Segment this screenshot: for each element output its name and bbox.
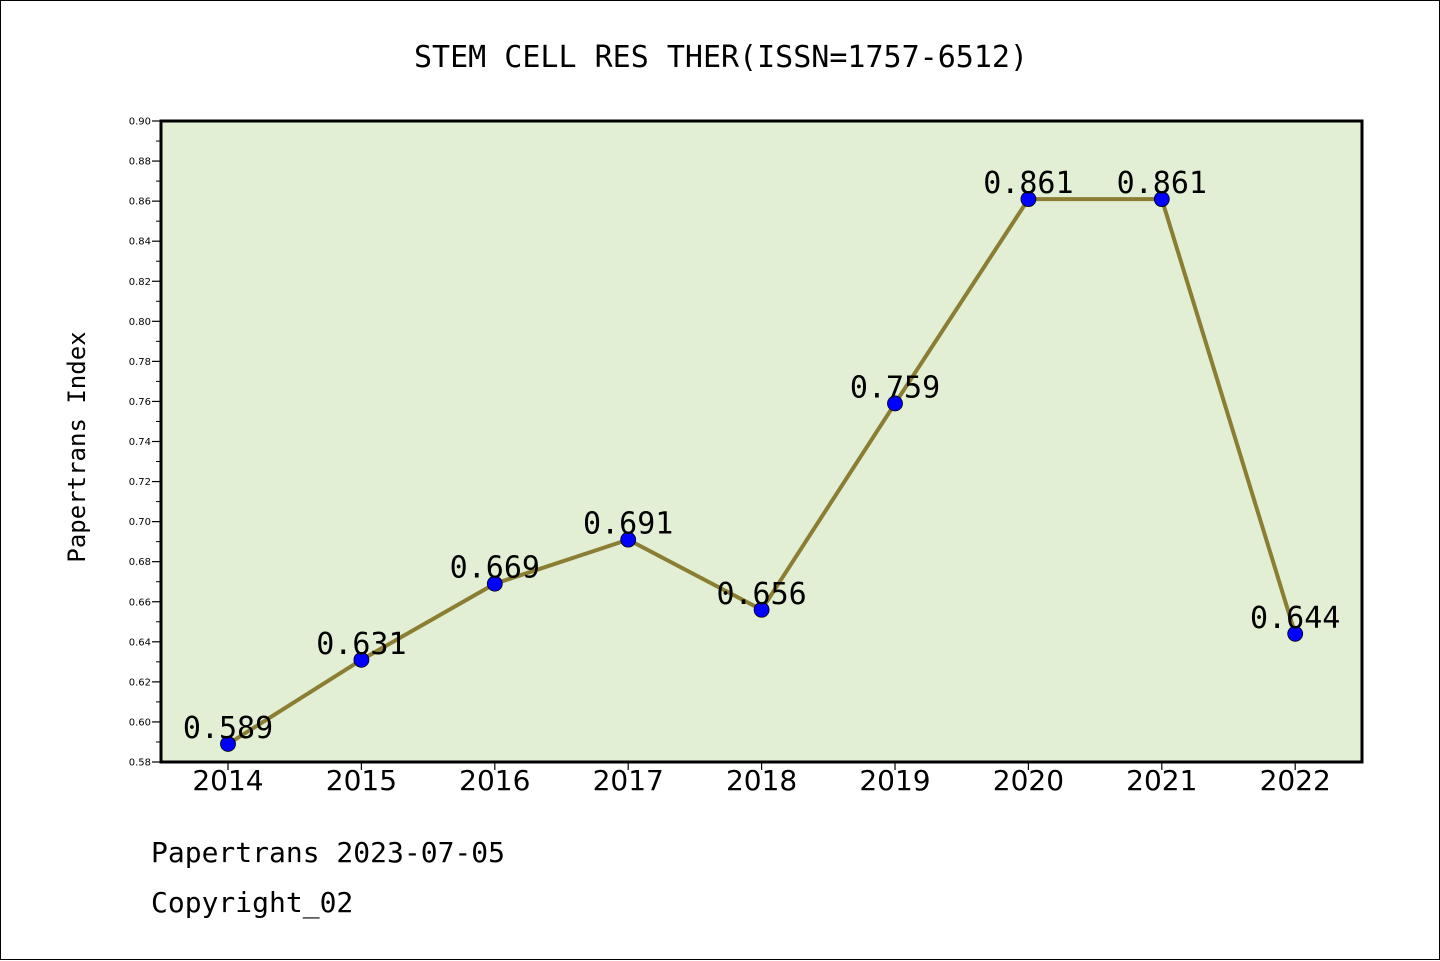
x-tick-label: 2014 [192,764,263,797]
footer-copyright: Copyright_02 [151,886,354,919]
footer-date: Papertrans 2023-07-05 [151,836,506,869]
data-point [753,601,770,618]
data-label: 0.644 [1250,601,1340,636]
y-axis-label: Papertrans Index [63,331,91,562]
y-tick-label: 0.68 [129,557,151,568]
y-tick-label: 0.80 [129,317,151,328]
data-label: 0.759 [850,370,940,405]
x-tick-label: 2019 [859,764,930,797]
y-tick-label: 0.76 [129,397,151,408]
data-labels-layer: 0.589 0.631 0.669 0.691 0.656 0.759 0.861 0.861… [183,166,1341,746]
y-tick-label: 0.60 [129,717,151,728]
y-tick-label: 0.86 [129,197,151,208]
x-tick-label: 2015 [326,764,397,797]
data-point [1287,625,1304,642]
x-tick-label: 2020 [993,764,1064,797]
x-tick-label: 2017 [593,764,664,797]
y-tick-label: 0.72 [129,477,151,488]
y-tick-label: 0.62 [129,677,151,688]
y-tick-label: 0.90 [129,117,151,128]
y-tick-label: 0.74 [129,437,151,448]
data-label: 0.861 [1117,166,1207,201]
data-label: 0.669 [450,551,540,586]
x-tick-label: 2022 [1260,764,1331,797]
chart-title: STEM CELL RES THER(ISSN=1757-6512) [414,40,1028,75]
y-tick-label: 0.66 [129,597,151,608]
data-label: 0.691 [583,507,673,542]
data-point [220,736,236,752]
data-label: 0.589 [183,711,273,746]
data-point [1020,191,1037,208]
data-label: 0.656 [716,577,806,612]
x-tick-label: 2018 [726,764,797,797]
data-point [486,575,503,592]
plot-area [159,119,1364,764]
series-layer [220,191,1304,752]
x-tick-label: 2016 [459,764,530,797]
data-point [887,395,903,412]
y-tick-label: 0.88 [129,157,151,168]
y-tick-label: 0.64 [129,637,151,648]
y-tick-label: 0.78 [129,357,151,368]
data-point [1153,191,1170,208]
axes-layer: 0.58 0.60 0.62 0.64 0.66 0.68 0.70 0.72 0.74 0.76… [129,117,1331,798]
y-tick-label: 0.82 [129,277,151,288]
y-tick-label: 0.58 [129,758,151,769]
y-tick-label: 0.84 [129,237,151,248]
data-label: 0.861 [983,166,1073,201]
x-tick-label: 2021 [1126,764,1197,797]
data-label: 0.631 [316,627,406,662]
data-point [353,651,370,668]
y-tick-label: 0.70 [129,517,151,528]
data-point [620,531,637,548]
